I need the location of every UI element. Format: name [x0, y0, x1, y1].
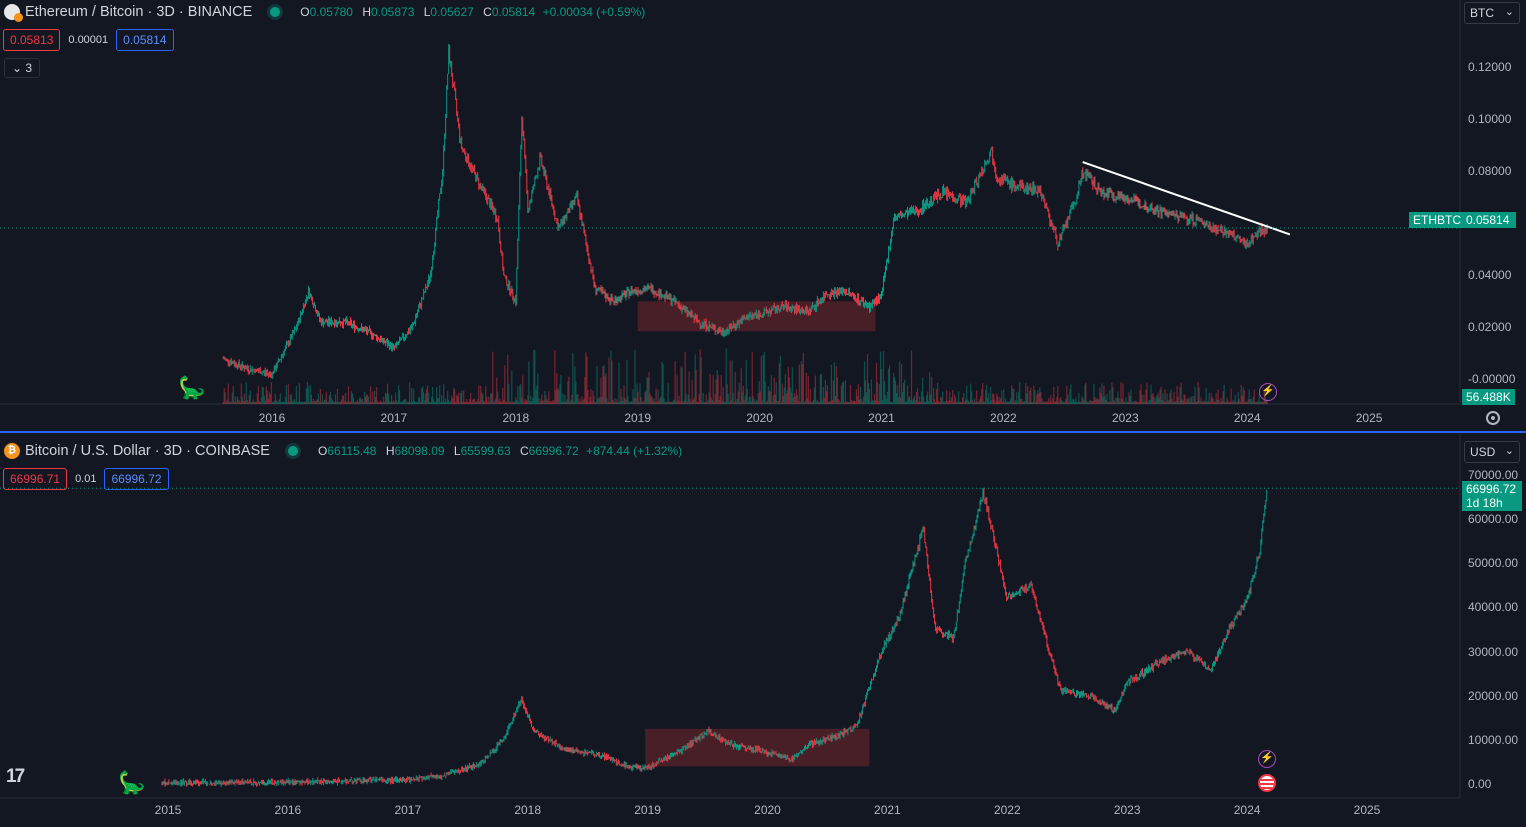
- candles: [222, 43, 1268, 379]
- btcusd-chart-pane[interactable]: ₿ Bitcoin / U.S. Dollar · 3D · COINBASE …: [0, 434, 1526, 827]
- price-tick-label: -0.00000: [1468, 372, 1516, 387]
- time-tick-label: 2017: [394, 803, 422, 817]
- price-tick-label: 10000.00: [1468, 732, 1519, 747]
- ethbtc-title[interactable]: Ethereum / Bitcoin · 3D · BINANCE: [25, 4, 253, 20]
- time-tick-label: 2020: [746, 411, 773, 425]
- buy-button[interactable]: 66996.72: [104, 468, 169, 490]
- time-tick-label: 2024: [1233, 803, 1261, 817]
- bar-countdown: 1d 18h: [1466, 496, 1503, 510]
- volume-label: 56.488K: [1462, 389, 1515, 405]
- live-dot-icon: [270, 7, 281, 17]
- spread-value: 0.01: [75, 473, 97, 485]
- currency-select[interactable]: USD ⌄: [1464, 441, 1520, 463]
- price-tick-label: 0.04000: [1468, 268, 1512, 283]
- dino-icon: 🦕: [178, 375, 206, 400]
- time-tick-label: 2022: [990, 411, 1017, 425]
- us-flag-event-icon[interactable]: [1258, 774, 1276, 792]
- price-tick-label: 30000.00: [1468, 644, 1519, 659]
- chevron-down-icon: ⌄: [1504, 445, 1514, 457]
- spread-value: 0.00001: [68, 34, 109, 46]
- dino-icon: 🦕: [118, 770, 146, 795]
- time-tick-label: 2015: [154, 803, 182, 817]
- btcusd-legend: ₿ Bitcoin / U.S. Dollar · 3D · COINBASE …: [4, 443, 682, 459]
- sell-button[interactable]: 0.05813: [3, 29, 61, 51]
- ethbtc-legend: Ethereum / Bitcoin · 3D · BINANCE O0.057…: [4, 4, 646, 22]
- time-tick-label: 2016: [274, 803, 302, 817]
- ethbtc-plot[interactable]: [0, 0, 1526, 431]
- live-dot-icon: [287, 446, 298, 456]
- ethbtc-ohlc: O0.05780 H0.05873 L0.05627 C0.05814 +0.0…: [300, 5, 646, 19]
- sell-button[interactable]: 66996.71: [3, 468, 68, 490]
- time-tick-label: 2023: [1111, 411, 1139, 425]
- last-price-label: 66996.72 1d 18h: [1462, 481, 1522, 511]
- time-tick-label: 2024: [1233, 411, 1261, 425]
- ethbtc-chart-pane[interactable]: Ethereum / Bitcoin · 3D · BINANCE O0.057…: [0, 0, 1526, 431]
- settings-gear-icon[interactable]: [1486, 411, 1500, 425]
- tradingview-logo-icon[interactable]: 17: [6, 766, 25, 787]
- chevron-down-icon: ⌄: [1504, 6, 1514, 18]
- time-tick-label: 2025: [1353, 803, 1381, 817]
- price-tick-label: 40000.00: [1468, 600, 1519, 615]
- time-tick-label: 2023: [1113, 803, 1141, 817]
- time-tick-label: 2018: [502, 411, 530, 425]
- price-tick-label: 70000.00: [1468, 468, 1519, 482]
- price-tick-label: 0.10000: [1468, 112, 1512, 127]
- btcusd-plot[interactable]: [0, 434, 1526, 827]
- btcusd-title[interactable]: Bitcoin / U.S. Dollar · 3D · COINBASE: [25, 443, 270, 459]
- price-tick-label: 50000.00: [1468, 556, 1519, 571]
- time-tick-label: 2022: [993, 803, 1021, 817]
- btc-icon: ₿: [4, 443, 20, 459]
- price-tick-label: 60000.00: [1468, 512, 1519, 527]
- symbol-tag: ETHBTC: [1409, 212, 1465, 228]
- time-tick-label: 2017: [380, 411, 408, 425]
- price-tick-label: 20000.00: [1468, 688, 1519, 703]
- candles: [161, 487, 1268, 788]
- eth-btc-icon: [4, 4, 23, 22]
- time-tick-label: 2021: [868, 411, 895, 425]
- time-tick-label: 2025: [1355, 411, 1383, 425]
- price-tick-label: 0.02000: [1468, 320, 1512, 335]
- trendline[interactable]: [1082, 161, 1291, 236]
- btcusd-bid-ask: 66996.71 0.01 66996.72: [3, 468, 169, 490]
- time-tick-label: 2016: [258, 411, 286, 425]
- time-tick-label: 2021: [874, 803, 901, 817]
- collapse-indicators-button[interactable]: ⌄ 3: [4, 58, 41, 78]
- time-tick-label: 2019: [634, 803, 661, 817]
- buy-button[interactable]: 0.05814: [116, 29, 174, 51]
- pane-divider[interactable]: [0, 431, 1526, 433]
- lightning-event-icon[interactable]: ⚡: [1258, 750, 1276, 768]
- price-tick-label: 0.00: [1468, 777, 1492, 791]
- btcusd-ohlc: O66115.48 H68098.09 L65599.63 C66996.72 …: [317, 444, 683, 458]
- currency-select[interactable]: BTC ⌄: [1464, 2, 1520, 24]
- time-tick-label: 2018: [514, 803, 542, 817]
- price-tick-label: 0.12000: [1468, 60, 1512, 75]
- volume-bars: [222, 348, 1268, 404]
- time-tick-label: 2020: [754, 803, 781, 817]
- last-price-label: 0.05814: [1462, 212, 1516, 228]
- price-tick-label: 0.08000: [1468, 164, 1512, 179]
- ethbtc-bid-ask: 0.05813 0.00001 0.05814: [3, 29, 174, 51]
- lightning-event-icon[interactable]: ⚡: [1259, 383, 1277, 401]
- time-tick-label: 2019: [624, 411, 652, 425]
